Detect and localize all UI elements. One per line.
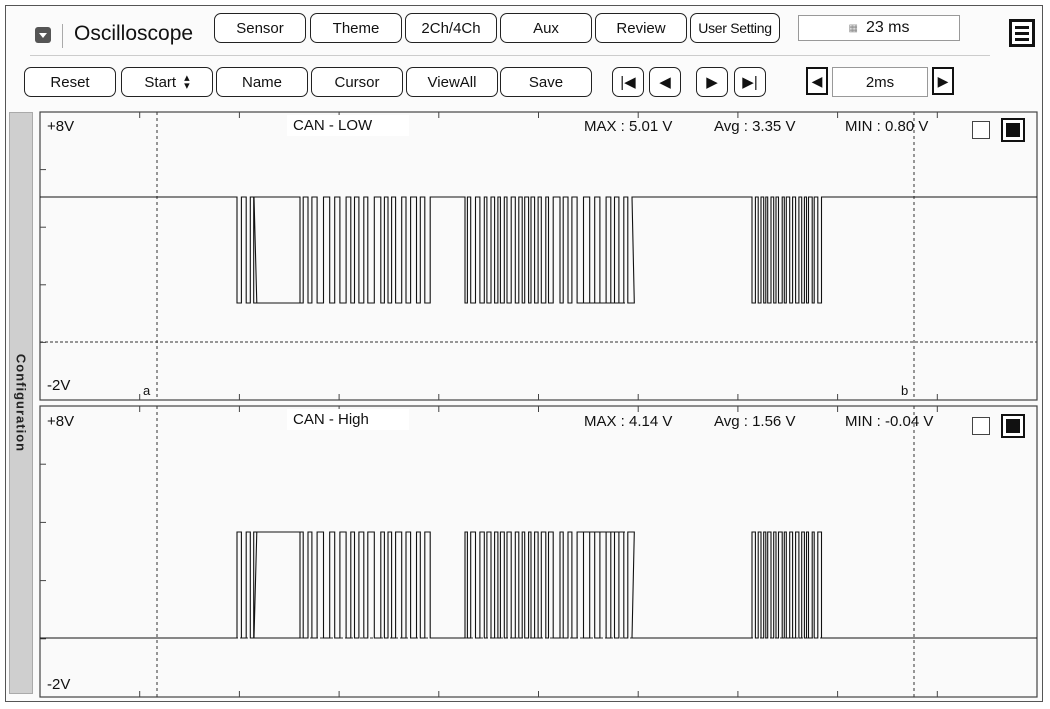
user-setting-button[interactable]: User Setting [690,13,780,43]
channels-button[interactable]: 2Ch/4Ch [405,13,497,43]
app-title: Oscilloscope [74,22,194,45]
title-separator [62,24,63,48]
cursor-b-label: b [901,383,909,398]
waveform-2 [40,531,1037,639]
ch2-bottom-scale: -2V [47,676,71,693]
status-text: 23 ms [865,19,910,36]
ch1-checkbox[interactable] [972,121,990,139]
start-label: Start [144,73,177,91]
theme-button[interactable]: Theme [310,13,402,43]
name-button[interactable]: Name [216,67,308,97]
skip-first-icon[interactable]: |◀ [612,67,644,97]
toolbar-divider [30,55,990,56]
sensor-button[interactable]: Sensor [214,13,306,43]
save-button[interactable]: Save [500,67,592,97]
time-div-field[interactable]: 2ms [832,67,928,97]
ch1-maximize-icon[interactable] [1001,118,1025,142]
updown-icon: ▴ ▾ [184,72,190,92]
ch1-min: MIN : 0.80 V [845,118,929,135]
prev-icon[interactable]: ◀ [649,67,681,97]
ch2-name[interactable]: CAN - High [287,409,409,430]
ch1-top-scale: +8V [47,118,75,135]
ch2-max: MAX : 4.14 V [584,413,673,430]
skip-last-icon[interactable]: ▶| [734,67,766,97]
review-button[interactable]: Review [595,13,687,43]
cursor-a-label: a [143,383,151,398]
timer-icon: ▦ [848,22,858,34]
ch2-min: MIN : -0.04 V [845,413,934,430]
time-increase-icon[interactable]: ▶ [932,67,954,95]
start-select[interactable]: Start ▴ ▾ [121,67,213,97]
ch2-avg: Avg : 1.56 V [714,413,796,430]
time-decrease-icon[interactable]: ◀ [806,67,828,95]
ch1-name[interactable]: CAN - LOW [287,115,409,136]
ch1-bottom-scale: -2V [47,377,71,394]
document-icon[interactable] [1009,19,1035,47]
status-readout: ▦ 23 ms [798,15,960,41]
reset-button[interactable]: Reset [24,67,116,97]
ch1-avg: Avg : 3.35 V [714,118,796,135]
configuration-tab[interactable]: Configuration [9,112,33,694]
viewall-button[interactable]: ViewAll [406,67,498,97]
ch2-top-scale: +8V [47,413,75,430]
next-icon[interactable]: ▶ [696,67,728,97]
dropdown-icon[interactable] [35,27,51,43]
cursor-button[interactable]: Cursor [311,67,403,97]
waveform-1 [40,196,1037,304]
ch1-max: MAX : 5.01 V [584,118,673,135]
ch2-maximize-icon[interactable] [1001,414,1025,438]
ch2-checkbox[interactable] [972,417,990,435]
aux-button[interactable]: Aux [500,13,592,43]
